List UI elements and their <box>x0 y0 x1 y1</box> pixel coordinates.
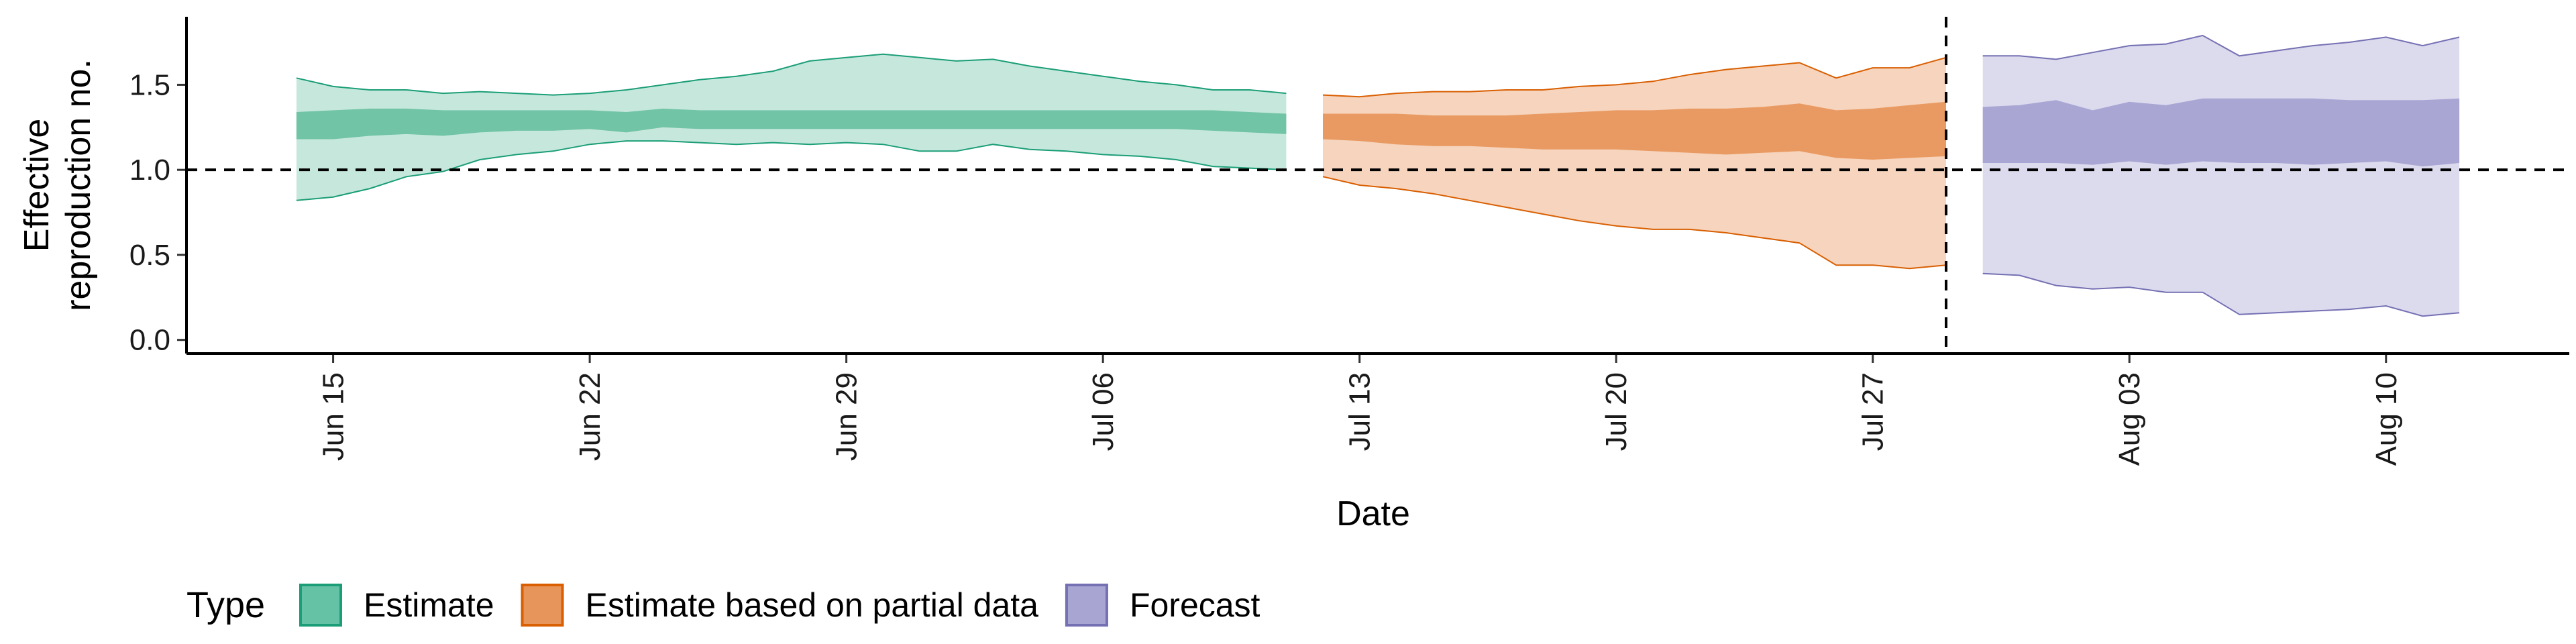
forecast-inner-band <box>1982 98 2460 167</box>
forecast-lower-edge <box>1982 272 2460 317</box>
x-tick-label: Jun 22 <box>574 372 606 461</box>
estimate-inner-band <box>296 108 1287 140</box>
x-axis-title: Date <box>1336 494 1410 533</box>
y-axis-ticks: 0.0 0.5 1.0 1.5 <box>129 68 186 357</box>
legend-item: Estimate based on partial data <box>521 584 1039 627</box>
x-tick-label: Jul 27 <box>1857 372 1890 451</box>
x-tick-label: Jun 15 <box>317 372 350 461</box>
y-axis-title: Effective reproduction no. <box>17 59 98 311</box>
estimate-based-on-partial-data-upper-edge <box>1322 56 1947 98</box>
legend-label: Estimate <box>364 586 494 624</box>
reference-lines <box>186 17 2569 354</box>
x-tick-label: Aug 03 <box>2113 372 2146 466</box>
y-tick-label: 0.0 <box>129 324 170 357</box>
forecast-upper-edge <box>1982 34 2460 60</box>
forecast-outer-band <box>1982 35 2460 317</box>
series-estimate <box>296 53 1287 201</box>
x-tick-label: Jul 20 <box>1600 372 1633 451</box>
series-forecast <box>1982 34 2460 317</box>
x-tick-label: Jul 13 <box>1344 372 1377 451</box>
legend-label: Estimate based on partial data <box>586 586 1039 624</box>
legend-item: Estimate <box>299 584 494 627</box>
x-tick-label: Aug 10 <box>2370 372 2403 466</box>
y-tick-label: 1.5 <box>129 68 170 101</box>
y-tick-label: 1.0 <box>129 154 170 186</box>
y-axis-title-line: reproduction no. <box>59 59 98 311</box>
y-axis-title-line: Effective <box>17 119 56 252</box>
x-tick-label: Jun 29 <box>830 372 863 461</box>
estimate-based-on-partial-data-lower-edge <box>1322 176 1947 270</box>
estimate-based-on-partial-data-outer-band <box>1323 57 1946 269</box>
estimate-upper-edge <box>296 53 1287 96</box>
series-estimate-based-on-partial-data <box>1322 56 1947 270</box>
axes: 0.0 0.5 1.0 1.5 Jun 15 Jun 22 Jun 29 Jul 06 Jul… <box>129 17 2569 466</box>
legend: Type Estimate Estimate based on partial da… <box>186 584 1260 627</box>
legend-swatch <box>1065 584 1108 627</box>
legend-title: Type <box>186 585 265 625</box>
x-tick-label: Jul 06 <box>1087 372 1120 451</box>
y-tick-label: 0.5 <box>129 239 170 272</box>
legend-swatch <box>521 584 564 627</box>
estimate-lower-edge <box>296 140 1287 201</box>
legend-swatch <box>299 584 342 627</box>
legend-label: Forecast <box>1130 586 1260 624</box>
legend-item: Forecast <box>1065 584 1260 627</box>
x-axis-ticks: Jun 15 Jun 22 Jun 29 Jul 06 Jul 13 Jul 20 Jul … <box>317 354 2403 466</box>
series-bands <box>296 34 2460 317</box>
estimate-based-on-partial-data-inner-band <box>1323 101 1946 160</box>
